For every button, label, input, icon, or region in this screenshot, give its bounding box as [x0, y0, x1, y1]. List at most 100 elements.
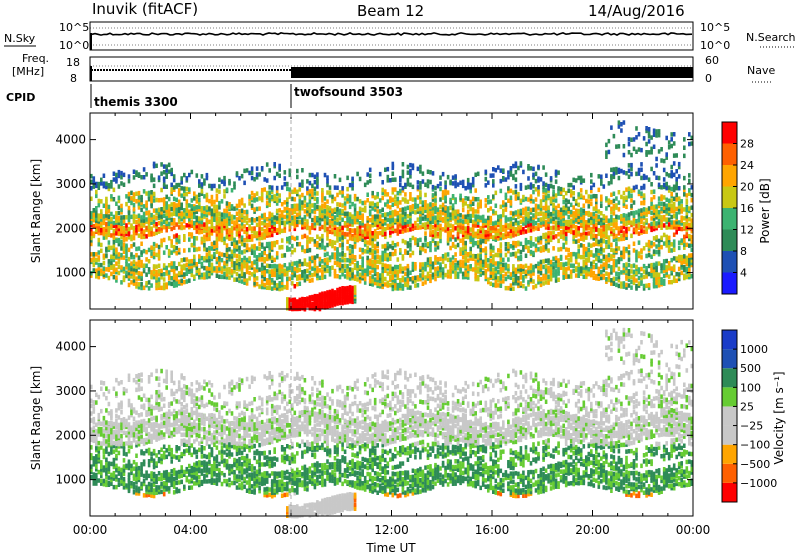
heatmap-cell [557, 232, 560, 237]
heatmap-cell [135, 252, 138, 258]
heatmap-cell [612, 218, 616, 223]
heatmap-cell [283, 176, 287, 181]
heatmap-cell [647, 134, 651, 139]
heatmap-cell [275, 185, 279, 191]
heatmap-cell [507, 242, 510, 247]
heatmap-cell [140, 194, 143, 200]
heatmap-cell [117, 210, 121, 216]
heatmap-cell [213, 204, 216, 209]
heatmap-cell [210, 199, 214, 204]
heatmap-cell [517, 264, 520, 269]
heatmap-cell [291, 275, 294, 281]
heatmap-cell [640, 273, 643, 278]
heatmap-cell [512, 251, 515, 257]
heatmap-cell [100, 242, 103, 248]
heatmap-cell [479, 204, 482, 209]
heatmap-cell [394, 194, 397, 200]
heatmap-cell [366, 221, 369, 226]
heatmap-cell [351, 233, 354, 239]
heatmap-cell [228, 211, 231, 217]
heatmap-cell [283, 170, 287, 175]
heatmap-cell [100, 228, 103, 233]
heatmap-cell [110, 254, 113, 259]
heatmap-cell [366, 198, 369, 203]
heatmap-cell [200, 211, 204, 217]
heatmap-cell [356, 266, 359, 271]
heatmap-cell [378, 171, 382, 177]
heatmap-cell [215, 188, 219, 193]
heatmap-cell [532, 172, 535, 178]
heatmap-cell [547, 269, 550, 274]
heatmap-cell [524, 209, 528, 214]
heatmap-cell [416, 195, 420, 200]
heatmap-cell [291, 281, 294, 286]
heatmap-cell [172, 220, 176, 226]
heatmap-cell [220, 199, 224, 204]
heatmap-cell [627, 215, 631, 221]
heatmap-cell [492, 254, 495, 259]
heatmap-cell [273, 196, 276, 202]
heatmap-cell [90, 173, 93, 179]
heatmap-cell [494, 190, 498, 196]
heatmap-cell [336, 234, 339, 239]
heatmap-cell [238, 203, 241, 208]
heatmap-cell [590, 264, 593, 269]
heatmap-cell [338, 233, 342, 238]
heatmap-cell [213, 208, 216, 214]
heatmap-cell [494, 234, 498, 240]
heatmap-cell [198, 183, 201, 188]
heatmap-cell [557, 261, 560, 266]
heatmap-cell [650, 146, 653, 152]
heatmap-cell [381, 195, 384, 201]
heatmap-cell [381, 262, 384, 267]
heatmap-cell [301, 203, 304, 208]
heatmap-cell [487, 279, 490, 285]
heatmap-cell [135, 199, 138, 204]
heatmap-cell [280, 274, 284, 280]
heatmap-cell [389, 198, 392, 203]
heatmap-cell [328, 257, 332, 263]
heatmap-cell [253, 243, 256, 249]
heatmap-cell [273, 269, 276, 274]
heatmap-cell [336, 260, 339, 266]
heatmap-cell [235, 206, 239, 211]
heatmap-cell [356, 171, 359, 177]
heatmap-cell [195, 236, 199, 241]
heatmap-cell [627, 283, 631, 288]
heatmap-cell [127, 282, 131, 288]
heatmap-cell [132, 275, 136, 280]
heatmap-cell [627, 252, 631, 258]
heatmap-cell [230, 249, 234, 254]
heatmap-cell [532, 271, 535, 276]
heatmap-cell [569, 255, 573, 260]
heatmap-cell [177, 211, 181, 217]
heatmap-cell [243, 255, 246, 261]
heatmap-cell [587, 226, 591, 231]
heatmap-cell [248, 247, 251, 252]
heatmap-cell [263, 282, 266, 288]
heatmap-cell [567, 209, 570, 214]
heatmap-cell [564, 255, 568, 260]
heatmap-cell [509, 283, 513, 288]
heatmap-cell [97, 230, 101, 236]
heatmap-cell [100, 220, 103, 225]
heatmap-cell [597, 187, 601, 193]
heatmap-cell [622, 263, 626, 268]
heatmap-cell [303, 203, 307, 208]
heatmap-cell [622, 224, 626, 230]
heatmap-cell [346, 275, 349, 280]
heatmap-cell [652, 276, 656, 282]
heatmap-cell [481, 248, 485, 253]
heatmap-cell [318, 245, 322, 250]
heatmap-cell [245, 269, 249, 275]
heatmap-cell [238, 239, 241, 244]
heatmap-cell [512, 245, 515, 251]
heatmap-cell [637, 215, 641, 220]
heatmap-cell [353, 265, 357, 271]
heatmap-cell [328, 268, 332, 274]
heatmap-cell [107, 208, 111, 214]
heatmap-cell [366, 245, 369, 250]
heatmap-cell [361, 200, 364, 206]
heatmap-cell [378, 230, 382, 236]
heatmap-cell [459, 218, 462, 223]
